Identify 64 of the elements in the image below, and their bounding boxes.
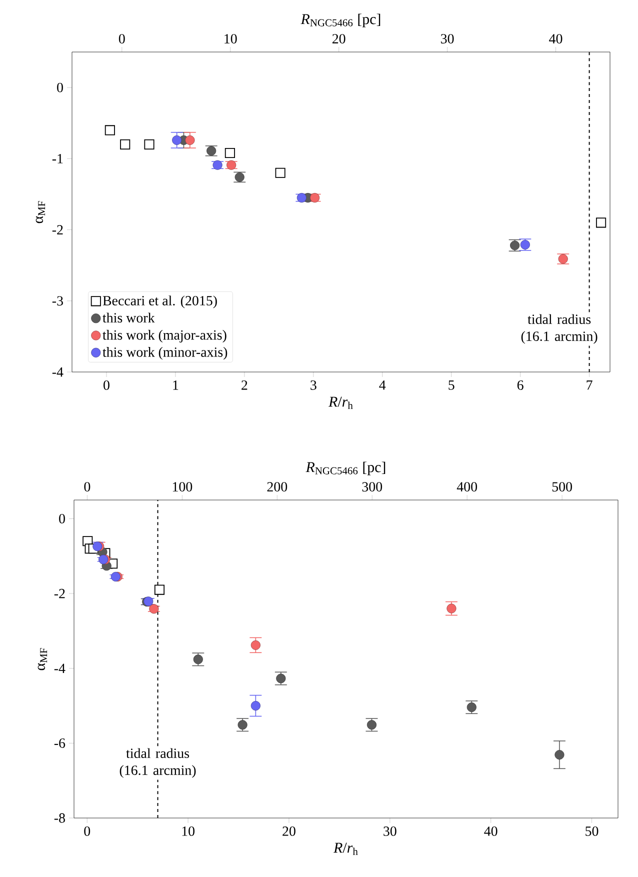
- point: [185, 135, 195, 145]
- point: [296, 192, 306, 203]
- y-tick-label: -3: [52, 296, 63, 306]
- x-tick-label: 4: [379, 380, 386, 390]
- x-tick-label: 2: [242, 380, 248, 390]
- y-tick-label: -6: [54, 738, 66, 748]
- x2-tick-label: 200: [267, 482, 288, 492]
- x2-tick-label: 500: [552, 482, 572, 492]
- legend-label: Beccari et al. (2015): [102, 296, 217, 308]
- x2-axis-title: R$_{NGC5466}$ [pc]: [300, 14, 380, 28]
- point: [144, 139, 154, 150]
- point: [446, 604, 456, 614]
- point: [596, 218, 606, 228]
- y-tick-label: 0: [59, 514, 65, 524]
- x2-tick-label: 0: [84, 482, 90, 492]
- point: [250, 700, 260, 711]
- point: [154, 584, 165, 595]
- ref-line-label: tidal radius (16.1 arcmin): [521, 314, 598, 344]
- x-tick-label: 50: [586, 826, 598, 836]
- y-tick-label: -1: [52, 154, 63, 164]
- y-axis-title: α$_{MF}$: [36, 201, 46, 224]
- x-tick-label: 20: [282, 826, 296, 836]
- point: [226, 160, 236, 170]
- ref-line-label: tidal radius (16.1 arcmin): [120, 748, 196, 778]
- x-tick-label: 40: [484, 826, 498, 836]
- x-axis-title: R/r$_{h}$: [328, 396, 353, 409]
- x2-tick-label: 300: [362, 482, 382, 492]
- x-tick-label: 3: [310, 380, 316, 390]
- y-tick-label: -8: [54, 813, 65, 823]
- x2-tick-label: 0: [118, 34, 125, 44]
- y-tick-label: -4: [54, 664, 66, 673]
- x2-tick-label: 20: [332, 34, 346, 44]
- point: [554, 750, 564, 760]
- y-tick-label: -4: [52, 367, 64, 377]
- point: [172, 135, 182, 145]
- y-tick-label: -2: [52, 225, 63, 234]
- x2-tick-label: 10: [224, 34, 237, 44]
- legend-label: this work (minor-axis): [102, 347, 228, 360]
- y-tick-label: -2: [54, 588, 65, 598]
- x-tick-label: 6: [517, 380, 524, 390]
- legend-label: this work: [102, 312, 155, 323]
- x-tick-label: 30: [384, 826, 396, 836]
- point: [275, 168, 286, 178]
- x-tick-label: 10: [182, 826, 194, 836]
- point: [224, 148, 235, 158]
- point: [250, 640, 260, 650]
- x-tick-label: 7: [586, 380, 592, 390]
- y-axis-title: α$_{MF}$: [38, 648, 48, 670]
- point: [120, 139, 130, 150]
- legend-label: this work (major-axis): [102, 330, 226, 343]
- x2-tick-label: 100: [172, 482, 192, 492]
- x2-tick-label: 400: [456, 482, 478, 492]
- point: [310, 192, 320, 203]
- x-axis-title: R/r$_{h}$: [333, 842, 358, 855]
- y-tick-label: 0: [57, 82, 63, 92]
- x2-axis-title: R$_{NGC5466}$ [pc]: [306, 462, 386, 476]
- x2-tick-label: 30: [441, 34, 454, 44]
- x2-tick-label: 40: [549, 34, 562, 44]
- x-tick-label: 0: [104, 380, 110, 390]
- point: [104, 125, 115, 136]
- point: [149, 604, 159, 614]
- x-tick-label: 5: [448, 380, 454, 390]
- x-tick-label: 1: [173, 380, 178, 390]
- x-tick-label: 0: [84, 826, 90, 836]
